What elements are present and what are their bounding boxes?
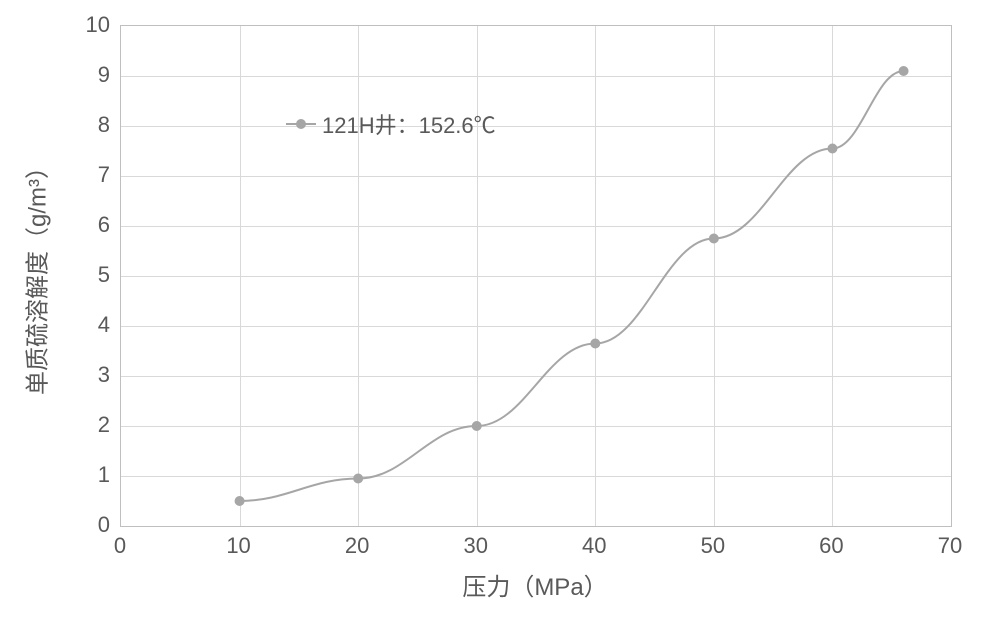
y-tick-label: 0 bbox=[98, 512, 110, 538]
x-tick-label: 60 bbox=[819, 533, 843, 559]
x-tick-label: 30 bbox=[463, 533, 487, 559]
data-point bbox=[709, 234, 719, 244]
series-layer bbox=[121, 26, 951, 526]
x-tick-label: 50 bbox=[701, 533, 725, 559]
x-tick-label: 0 bbox=[114, 533, 126, 559]
chart-container: 单质硫溶解度（g/m³） 压力（MPa） 0 1 2 3 4 5 6 7 8 9 10 0 10 20 30… bbox=[0, 0, 1000, 619]
y-tick-label: 6 bbox=[98, 212, 110, 238]
legend-marker-sample bbox=[296, 119, 306, 129]
y-tick-label: 8 bbox=[98, 112, 110, 138]
data-point bbox=[353, 474, 363, 484]
y-axis-title: 单质硫溶解度（g/m³） bbox=[18, 155, 53, 395]
x-tick-label: 20 bbox=[345, 533, 369, 559]
legend-line-sample bbox=[286, 123, 316, 125]
data-point bbox=[472, 421, 482, 431]
x-tick-label: 40 bbox=[582, 533, 606, 559]
plot-area bbox=[120, 25, 952, 527]
data-point bbox=[235, 496, 245, 506]
y-tick-label: 2 bbox=[98, 412, 110, 438]
legend-label: 121H井：152.6℃ bbox=[322, 108, 496, 140]
y-tick-label: 4 bbox=[98, 312, 110, 338]
y-tick-label: 10 bbox=[86, 12, 110, 38]
y-tick-label: 1 bbox=[98, 462, 110, 488]
data-point bbox=[899, 66, 909, 76]
y-tick-label: 9 bbox=[98, 62, 110, 88]
data-point bbox=[590, 339, 600, 349]
y-tick-label: 5 bbox=[98, 262, 110, 288]
y-tick-label: 3 bbox=[98, 362, 110, 388]
y-tick-label: 7 bbox=[98, 162, 110, 188]
x-axis-title: 压力（MPa） bbox=[462, 567, 607, 602]
x-tick-label: 70 bbox=[938, 533, 962, 559]
legend: 121H井：152.6℃ bbox=[286, 108, 496, 140]
x-tick-label: 10 bbox=[226, 533, 250, 559]
data-point bbox=[827, 144, 837, 154]
